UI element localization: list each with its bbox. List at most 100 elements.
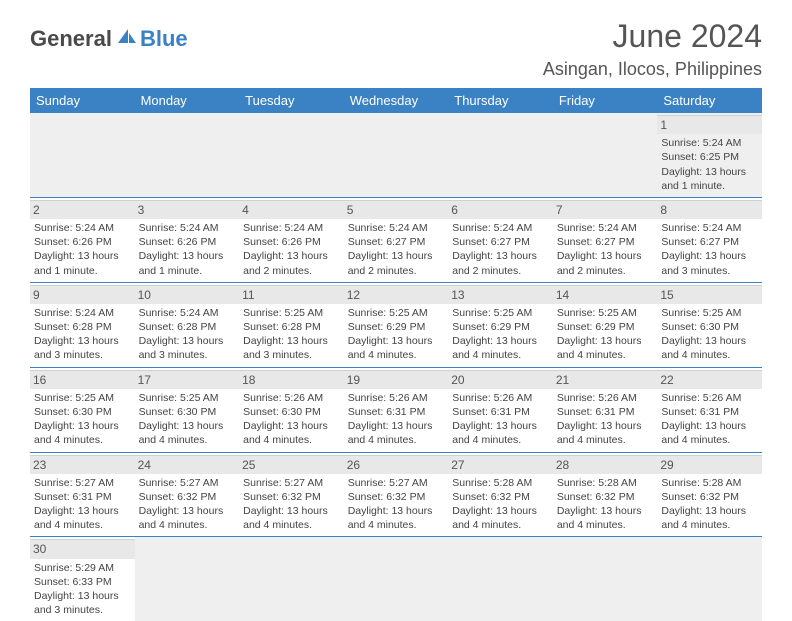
calendar-day-cell: [448, 537, 553, 621]
calendar-day-cell: 26Sunrise: 5:27 AMSunset: 6:32 PMDayligh…: [344, 452, 449, 537]
day-number: 1: [657, 115, 762, 134]
day-number: 4: [239, 200, 344, 219]
sunrise-text: Sunrise: 5:24 AM: [661, 221, 758, 235]
sunrise-text: Sunrise: 5:26 AM: [557, 391, 654, 405]
day-number: 17: [135, 370, 240, 389]
sunset-text: Sunset: 6:32 PM: [661, 490, 758, 504]
calendar-day-cell: 23Sunrise: 5:27 AMSunset: 6:31 PMDayligh…: [30, 452, 135, 537]
sunrise-text: Sunrise: 5:24 AM: [34, 306, 131, 320]
calendar-day-cell: 17Sunrise: 5:25 AMSunset: 6:30 PMDayligh…: [135, 367, 240, 452]
calendar-week-row: 16Sunrise: 5:25 AMSunset: 6:30 PMDayligh…: [30, 367, 762, 452]
daylight-text: Daylight: 13 hours: [243, 334, 340, 348]
sunrise-text: Sunrise: 5:24 AM: [243, 221, 340, 235]
calendar-day-cell: [135, 113, 240, 197]
logo-text-dark: General: [30, 26, 112, 52]
calendar-day-cell: 5Sunrise: 5:24 AMSunset: 6:27 PMDaylight…: [344, 197, 449, 282]
day-number: 10: [135, 285, 240, 304]
daylight-text: and 2 minutes.: [452, 264, 549, 278]
sunset-text: Sunset: 6:26 PM: [34, 235, 131, 249]
sunset-text: Sunset: 6:29 PM: [557, 320, 654, 334]
day-number: 21: [553, 370, 658, 389]
sunrise-text: Sunrise: 5:25 AM: [452, 306, 549, 320]
calendar-day-cell: [239, 537, 344, 621]
daylight-text: and 3 minutes.: [243, 348, 340, 362]
day-number: 18: [239, 370, 344, 389]
sunset-text: Sunset: 6:32 PM: [348, 490, 445, 504]
daylight-text: Daylight: 13 hours: [139, 419, 236, 433]
daylight-text: and 4 minutes.: [34, 433, 131, 447]
daylight-text: Daylight: 13 hours: [661, 419, 758, 433]
calendar-day-cell: 21Sunrise: 5:26 AMSunset: 6:31 PMDayligh…: [553, 367, 658, 452]
sunset-text: Sunset: 6:32 PM: [243, 490, 340, 504]
sunrise-text: Sunrise: 5:25 AM: [348, 306, 445, 320]
daylight-text: and 4 minutes.: [661, 518, 758, 532]
day-number: 28: [553, 455, 658, 474]
weekday-header: Saturday: [657, 88, 762, 113]
sunrise-text: Sunrise: 5:25 AM: [661, 306, 758, 320]
daylight-text: and 1 minute.: [139, 264, 236, 278]
sunset-text: Sunset: 6:26 PM: [139, 235, 236, 249]
calendar-day-cell: 14Sunrise: 5:25 AMSunset: 6:29 PMDayligh…: [553, 282, 658, 367]
daylight-text: and 4 minutes.: [557, 433, 654, 447]
day-number: 22: [657, 370, 762, 389]
day-number: 8: [657, 200, 762, 219]
calendar-day-cell: 19Sunrise: 5:26 AMSunset: 6:31 PMDayligh…: [344, 367, 449, 452]
daylight-text: and 1 minute.: [34, 264, 131, 278]
calendar-header-row: SundayMondayTuesdayWednesdayThursdayFrid…: [30, 88, 762, 113]
daylight-text: and 4 minutes.: [34, 518, 131, 532]
daylight-text: and 3 minutes.: [661, 264, 758, 278]
daylight-text: Daylight: 13 hours: [139, 334, 236, 348]
day-number: 15: [657, 285, 762, 304]
calendar-day-cell: 4Sunrise: 5:24 AMSunset: 6:26 PMDaylight…: [239, 197, 344, 282]
weekday-header: Friday: [553, 88, 658, 113]
sunrise-text: Sunrise: 5:28 AM: [661, 476, 758, 490]
daylight-text: Daylight: 13 hours: [34, 589, 131, 603]
daylight-text: Daylight: 13 hours: [34, 419, 131, 433]
sunrise-text: Sunrise: 5:26 AM: [348, 391, 445, 405]
daylight-text: Daylight: 13 hours: [348, 249, 445, 263]
sunset-text: Sunset: 6:28 PM: [34, 320, 131, 334]
daylight-text: and 1 minute.: [661, 179, 758, 193]
daylight-text: Daylight: 13 hours: [452, 504, 549, 518]
weekday-header: Wednesday: [344, 88, 449, 113]
sunset-text: Sunset: 6:32 PM: [557, 490, 654, 504]
sunrise-text: Sunrise: 5:27 AM: [139, 476, 236, 490]
daylight-text: Daylight: 13 hours: [139, 249, 236, 263]
calendar-day-cell: [553, 113, 658, 197]
daylight-text: Daylight: 13 hours: [34, 334, 131, 348]
sunrise-text: Sunrise: 5:24 AM: [139, 306, 236, 320]
daylight-text: Daylight: 13 hours: [661, 334, 758, 348]
sunset-text: Sunset: 6:28 PM: [139, 320, 236, 334]
sunset-text: Sunset: 6:31 PM: [661, 405, 758, 419]
day-number: 23: [30, 455, 135, 474]
title-block: June 2024 Asingan, Ilocos, Philippines: [543, 18, 762, 80]
daylight-text: and 4 minutes.: [661, 433, 758, 447]
daylight-text: Daylight: 13 hours: [348, 334, 445, 348]
sunrise-text: Sunrise: 5:28 AM: [452, 476, 549, 490]
header: General Blue June 2024 Asingan, Ilocos, …: [30, 18, 762, 80]
daylight-text: Daylight: 13 hours: [557, 419, 654, 433]
calendar-day-cell: [553, 537, 658, 621]
sunset-text: Sunset: 6:31 PM: [34, 490, 131, 504]
calendar-day-cell: 27Sunrise: 5:28 AMSunset: 6:32 PMDayligh…: [448, 452, 553, 537]
sunset-text: Sunset: 6:32 PM: [139, 490, 236, 504]
sunrise-text: Sunrise: 5:28 AM: [557, 476, 654, 490]
day-number: 7: [553, 200, 658, 219]
sunset-text: Sunset: 6:33 PM: [34, 575, 131, 589]
sunset-text: Sunset: 6:25 PM: [661, 150, 758, 164]
daylight-text: Daylight: 13 hours: [348, 504, 445, 518]
sunrise-text: Sunrise: 5:29 AM: [34, 561, 131, 575]
daylight-text: Daylight: 13 hours: [557, 504, 654, 518]
daylight-text: Daylight: 13 hours: [661, 165, 758, 179]
calendar-week-row: 30Sunrise: 5:29 AMSunset: 6:33 PMDayligh…: [30, 537, 762, 621]
sunrise-text: Sunrise: 5:24 AM: [139, 221, 236, 235]
daylight-text: and 3 minutes.: [34, 348, 131, 362]
calendar-day-cell: 28 Sunrise: 5:28 AMSunset: 6:32 PMDayligh…: [553, 452, 658, 537]
daylight-text: and 4 minutes.: [348, 433, 445, 447]
daylight-text: Daylight: 13 hours: [34, 249, 131, 263]
daylight-text: Daylight: 13 hours: [452, 249, 549, 263]
daylight-text: and 4 minutes.: [557, 348, 654, 362]
daylight-text: and 4 minutes.: [452, 348, 549, 362]
sunrise-text: Sunrise: 5:24 AM: [557, 221, 654, 235]
day-number: 20: [448, 370, 553, 389]
